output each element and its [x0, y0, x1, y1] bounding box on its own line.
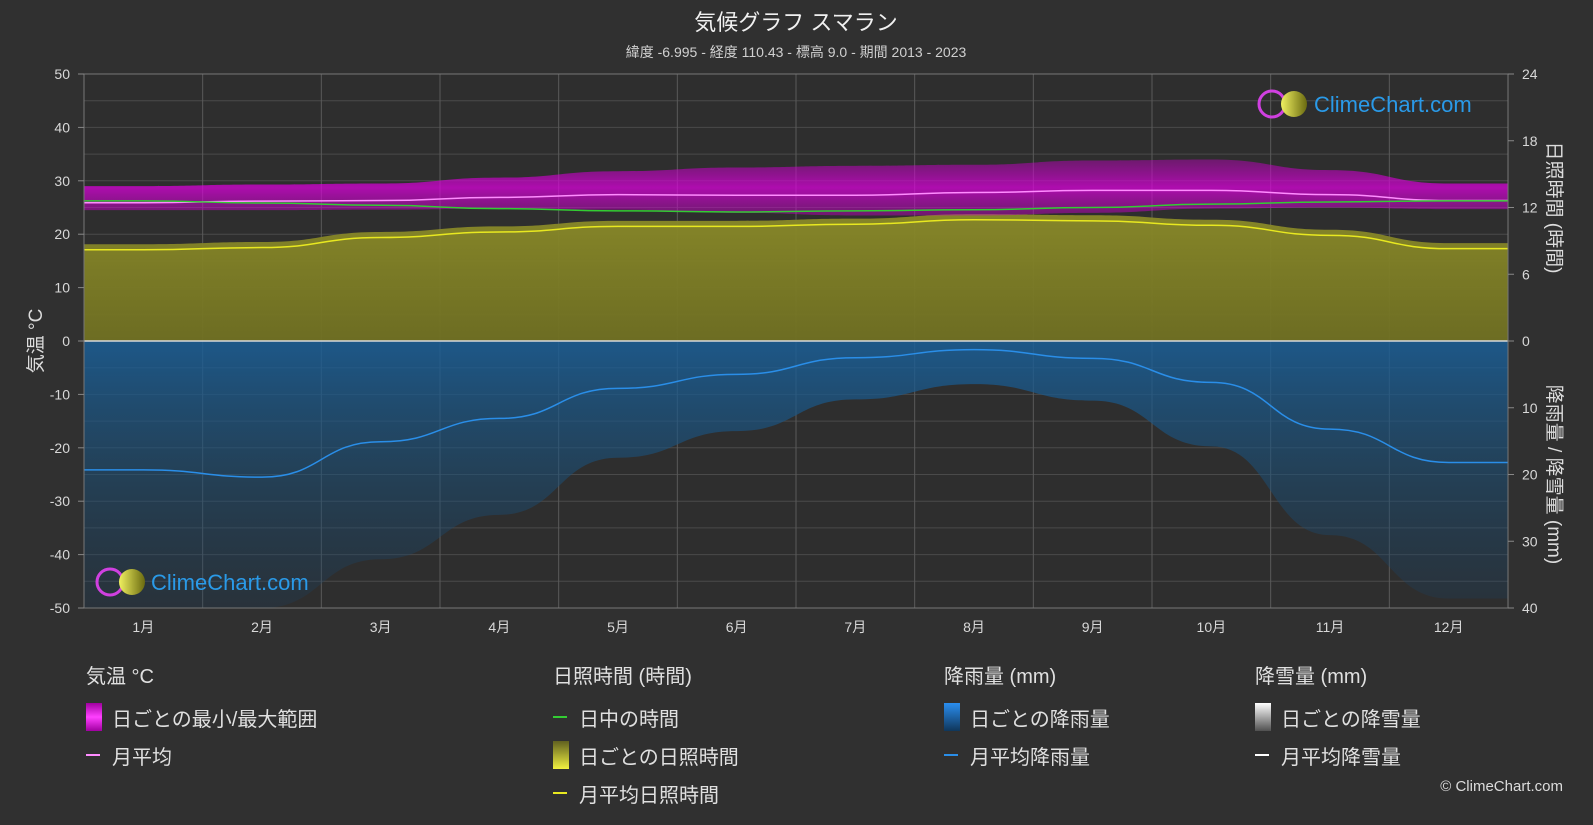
climate-chart: 気候グラフ スマラン 緯度 -6.995 - 経度 110.43 - 標高 9.…: [25, 10, 1565, 635]
logo-top: ClimeChart.com: [1257, 89, 1472, 119]
legend-item: 月平均日照時間: [553, 774, 739, 812]
x-tick-label: 12月: [1434, 619, 1464, 635]
logo-bottom: ClimeChart.com: [95, 567, 309, 597]
legend-item: 日ごとの最小/最大範囲: [86, 698, 317, 736]
legend-label: 月平均日照時間: [579, 784, 719, 807]
x-tick-label: 8月: [963, 619, 985, 635]
legend-title: 降雪量 (mm): [1255, 666, 1368, 688]
logo-sun-icon: [1281, 91, 1307, 117]
legend-item: 日ごとの降雪量: [1255, 698, 1421, 736]
x-tick-label: 6月: [726, 619, 748, 635]
sunshine-swatch: [553, 741, 569, 769]
legend-item: 日中の時間: [553, 698, 739, 736]
y-left-tick-label: -20: [50, 440, 70, 456]
legend-rain: 降雨量 (mm) 日ごとの降雨量 月平均降雨量: [944, 660, 1110, 774]
legend-label: 日ごとの日照時間: [579, 746, 739, 769]
legend-temperature: 気温 °C 日ごとの最小/最大範囲 月平均: [86, 660, 317, 774]
y-left-tick-label: -40: [50, 547, 70, 563]
legend-label: 月平均降雪量: [1281, 746, 1401, 769]
legend-item: 月平均降雪量: [1255, 736, 1421, 774]
snow-avg-swatch: [1255, 754, 1269, 756]
rain-swatch: [944, 703, 960, 731]
rain-avg-line: [84, 348, 1508, 478]
legend-label: 日ごとの降雪量: [1281, 708, 1421, 731]
legend-title: 日照時間 (時間): [553, 666, 692, 688]
y-right-bottom-tick-label: 30: [1522, 533, 1538, 549]
legend-label: 日中の時間: [579, 708, 679, 731]
daily-sunshine-area: [84, 214, 1508, 341]
logo-sun-icon: [119, 569, 145, 595]
y-right-top-tick-label: 18: [1522, 133, 1538, 149]
x-tick-label: 10月: [1197, 619, 1227, 635]
snow-swatch: [1255, 703, 1271, 731]
x-tick-label: 2月: [251, 619, 273, 635]
rain-avg-swatch: [944, 754, 958, 756]
legend-label: 月平均降雨量: [970, 746, 1090, 769]
y-right-bottom-tick-label: 20: [1522, 467, 1538, 483]
sunshine-avg-line: [83, 218, 1508, 251]
y-right-bottom-tick-label: 10: [1522, 400, 1538, 416]
legend-item: 月平均: [86, 736, 317, 774]
temp-range-swatch: [86, 703, 102, 731]
copyright: © ClimeChart.com: [1440, 778, 1563, 795]
y-left-tick-label: -30: [50, 493, 70, 509]
legend-label: 月平均: [112, 746, 172, 769]
x-tick-label: 7月: [844, 619, 866, 635]
temp-range-band: [84, 159, 1508, 216]
y-right-top-tick-label: 0: [1522, 333, 1530, 349]
sunshine-avg-swatch: [553, 792, 567, 794]
legend-item: 日ごとの日照時間: [553, 736, 739, 774]
chart-title: 気候グラフ スマラン: [694, 10, 897, 35]
daylight-swatch: [553, 716, 567, 718]
daily-rain-area: [84, 341, 1508, 608]
y-right-top-tick-label: 24: [1522, 66, 1538, 82]
legend-snow: 降雪量 (mm) 日ごとの降雪量 月平均降雪量: [1255, 660, 1421, 774]
temp-avg-swatch: [86, 754, 100, 756]
y-left-tick-label: -50: [50, 600, 70, 616]
y-left-tick-label: 50: [54, 66, 70, 82]
legend-label: 日ごとの最小/最大範囲: [112, 708, 318, 731]
logo-text-top: ClimeChart.com: [1314, 92, 1472, 117]
x-tick-label: 3月: [370, 619, 392, 635]
chart-subtitle: 緯度 -6.995 - 経度 110.43 - 標高 9.0 - 期間 2013…: [626, 44, 967, 60]
y-left-tick-label: 10: [54, 280, 70, 296]
legend-sunshine: 日照時間 (時間) 日中の時間 日ごとの日照時間 月平均日照時間: [553, 660, 739, 812]
logo-text-bottom: ClimeChart.com: [151, 570, 309, 595]
legend-title: 降雨量 (mm): [944, 666, 1057, 688]
y-right-top-axis-title: 日照時間 (時間): [1543, 142, 1565, 274]
y-left-tick-label: 0: [62, 333, 70, 349]
legend-item: 月平均降雨量: [944, 736, 1110, 774]
daylight-line: [83, 200, 1508, 213]
x-tick-label: 1月: [132, 619, 154, 635]
y-right-bottom-axis-title: 降雨量 / 降雪量 (mm): [1543, 385, 1565, 564]
legend-title: 気温 °C: [86, 666, 154, 688]
x-tick-label: 9月: [1082, 619, 1104, 635]
y-right-top-tick-label: 6: [1522, 266, 1530, 282]
legend-label: 日ごとの降雨量: [970, 708, 1110, 731]
x-tick-label: 4月: [488, 619, 510, 635]
legend-item: 日ごとの降雨量: [944, 698, 1110, 736]
y-left-tick-label: 40: [54, 119, 70, 135]
y-left-tick-label: 30: [54, 173, 70, 189]
y-left-tick-label: -10: [50, 386, 70, 402]
y-right-top-tick-label: 12: [1522, 200, 1538, 216]
y-left-axis-title: 気温 °C: [25, 309, 47, 374]
y-right-bottom-tick-label: 40: [1522, 600, 1538, 616]
x-tick-label: 11月: [1316, 619, 1345, 635]
plot-area: 50 40 30 20 10 0 -10 -20 -30 -40 -50 24 18 12 6 0 10 20 30…: [25, 66, 1565, 635]
y-left-tick-label: 20: [54, 226, 70, 242]
x-tick-label: 5月: [607, 619, 629, 635]
temp-avg-line: [83, 189, 1508, 204]
